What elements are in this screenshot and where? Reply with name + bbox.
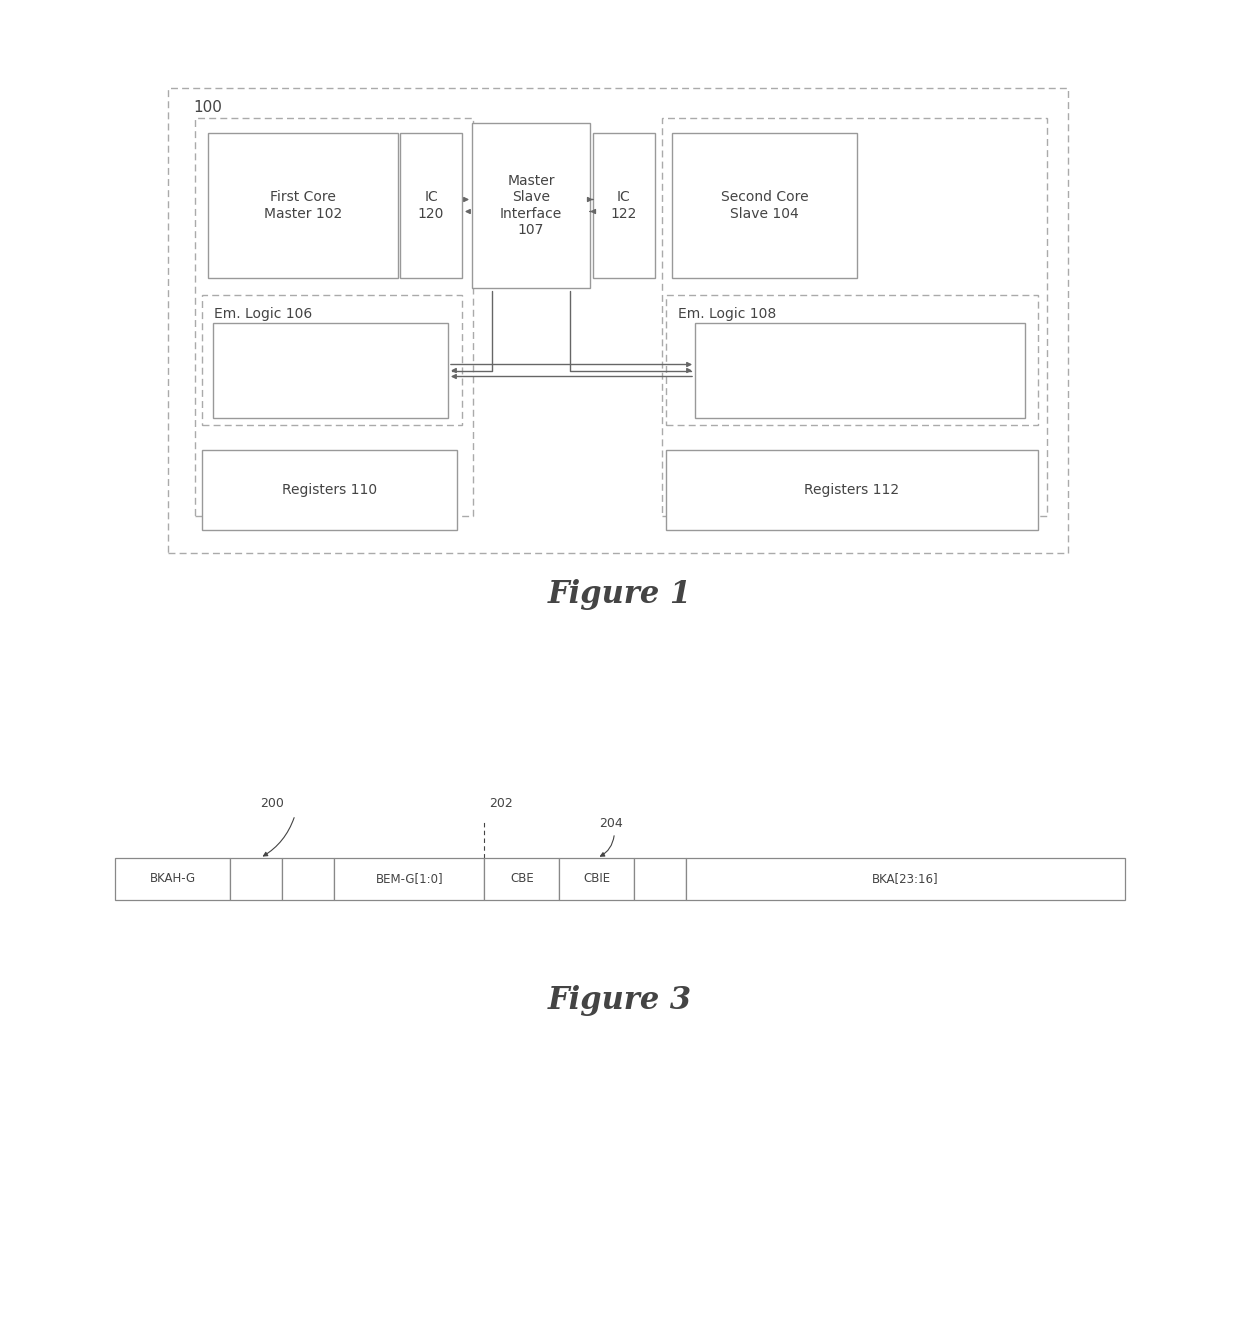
Bar	[672, 133, 857, 277]
Text: 202: 202	[490, 797, 513, 809]
Bar	[115, 858, 231, 900]
Bar	[666, 450, 1038, 531]
Bar	[231, 858, 283, 900]
Text: Second Core
Slave 104: Second Core Slave 104	[720, 190, 808, 221]
Bar	[195, 118, 472, 516]
Text: IC
120: IC 120	[418, 190, 444, 221]
Text: CBE: CBE	[510, 872, 533, 886]
Bar	[202, 295, 463, 425]
Text: Em. Logic 108: Em. Logic 108	[678, 307, 776, 322]
Text: First Core
Master 102: First Core Master 102	[264, 190, 342, 221]
Bar	[559, 858, 635, 900]
Text: Em. Logic 106: Em. Logic 106	[215, 307, 312, 322]
Bar	[635, 858, 687, 900]
Text: Registers 110: Registers 110	[281, 482, 377, 497]
Text: Figure 1: Figure 1	[548, 579, 692, 611]
Text: BKAH-G: BKAH-G	[150, 872, 196, 886]
Text: BEM-G[1:0]: BEM-G[1:0]	[376, 872, 443, 886]
Bar	[694, 323, 1025, 418]
Text: CB Logic 114: CB Logic 114	[285, 363, 376, 378]
Bar	[472, 123, 590, 288]
Text: Figure 3: Figure 3	[548, 985, 692, 1016]
Text: 200: 200	[260, 797, 284, 809]
Text: CBIE: CBIE	[583, 872, 610, 886]
Bar	[335, 858, 485, 900]
Bar	[202, 450, 458, 531]
Bar	[662, 118, 1047, 516]
Text: 204: 204	[599, 817, 624, 829]
Bar	[283, 858, 335, 900]
Text: 100: 100	[193, 100, 222, 115]
Text: Registers 112: Registers 112	[805, 482, 899, 497]
Text: IC
122: IC 122	[611, 190, 637, 221]
Bar	[666, 295, 1038, 425]
Bar	[167, 88, 1068, 553]
Bar	[687, 858, 1125, 900]
Bar	[401, 133, 463, 277]
Text: CB Logic 115: CB Logic 115	[815, 363, 905, 378]
Bar	[593, 133, 655, 277]
Text: Master
Slave
Interface
107: Master Slave Interface 107	[500, 174, 562, 237]
Text: BKA[23:16]: BKA[23:16]	[873, 872, 939, 886]
Bar	[213, 323, 448, 418]
Bar	[485, 858, 559, 900]
Bar	[208, 133, 398, 277]
